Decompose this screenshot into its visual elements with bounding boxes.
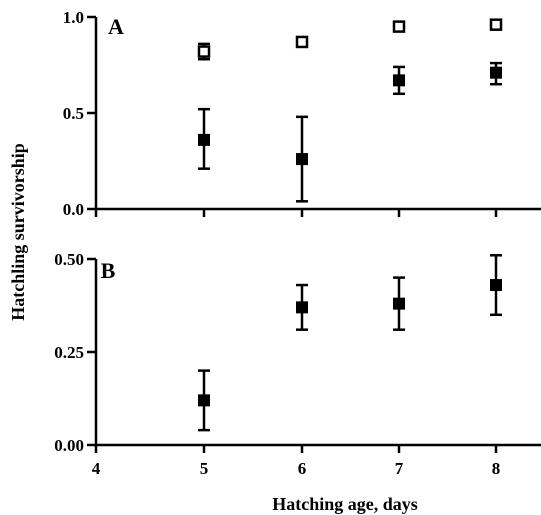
panel-label: B: [101, 258, 116, 283]
data-point-filled: [393, 297, 405, 310]
data-point-filled: [296, 153, 308, 166]
data-point-filled: [296, 301, 308, 314]
y-tick-label: 0.50: [54, 250, 84, 269]
data-point-filled: [393, 74, 405, 87]
y-tick-label: 0.0: [63, 200, 84, 219]
y-tick-label: 0.5: [63, 104, 84, 123]
panel-label: A: [108, 14, 124, 39]
x-tick-label: 6: [298, 459, 307, 478]
data-point-filled: [198, 394, 210, 407]
data-point-open: [489, 18, 503, 31]
x-tick-label: 8: [492, 459, 501, 478]
data-point-filled: [198, 133, 210, 146]
x-tick-label: 4: [92, 459, 101, 478]
x-axis-title: Hatching age, days: [272, 494, 418, 514]
panel-a: 0.0 0.5 1.0 A: [63, 8, 541, 219]
data-point-open: [197, 45, 211, 58]
data-point-open: [295, 35, 309, 49]
y-tick-label: 0.00: [54, 436, 84, 455]
panel-b: 0.00 0.25 0.50 B: [54, 250, 541, 455]
y-tick-label: 1.0: [63, 8, 84, 27]
y-tick-label: 0.25: [54, 343, 84, 362]
x-axis-tick-labels: 4 5 6 7 8: [92, 459, 501, 478]
y-axis-title: Hatchling survivorship: [8, 143, 28, 321]
data-point-open: [392, 20, 406, 33]
data-point-filled: [490, 66, 502, 79]
x-tick-label: 7: [395, 459, 404, 478]
x-tick-label: 5: [200, 459, 209, 478]
data-point-filled: [490, 279, 502, 292]
